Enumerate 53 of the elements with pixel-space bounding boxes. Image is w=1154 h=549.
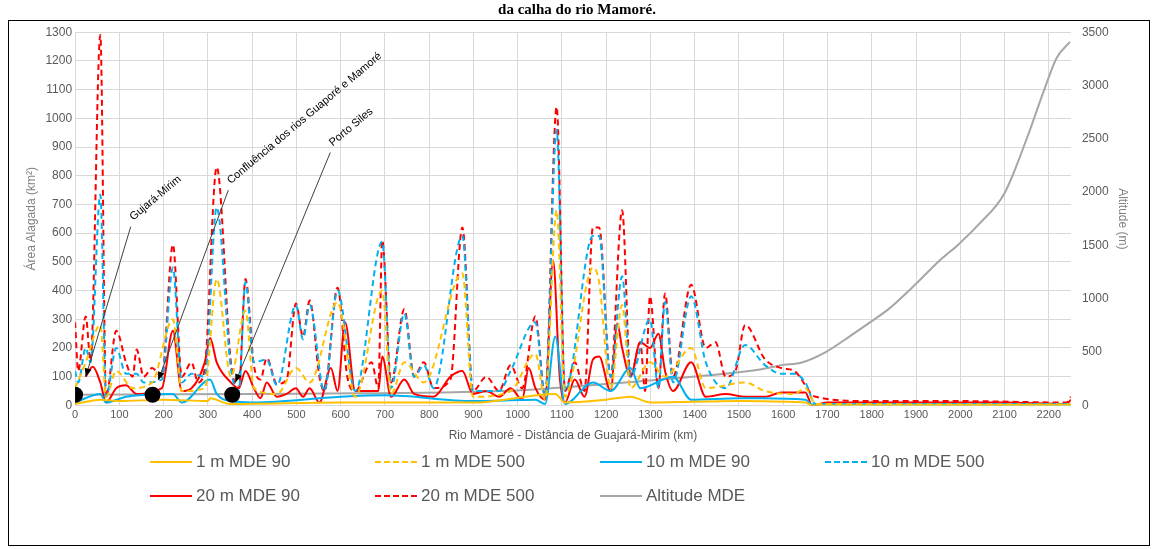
y2-tick-label: 2500 bbox=[1081, 131, 1109, 146]
x-tick-label: 1700 bbox=[815, 408, 840, 421]
y2-axis-title: Altitude (m) bbox=[1116, 188, 1131, 250]
legend-label: 10 m MDE 500 bbox=[871, 452, 985, 472]
x-tick-label: 1800 bbox=[859, 408, 884, 421]
x-tick-label: 800 bbox=[419, 408, 439, 421]
chart-title: da calha do rio Mamoré. bbox=[497, 0, 657, 18]
y-tick-label: 1300 bbox=[45, 24, 73, 39]
y2-tick-label: 500 bbox=[1081, 344, 1103, 359]
legend-label: 1 m MDE 90 bbox=[196, 452, 291, 472]
x-tick-label: 1600 bbox=[770, 408, 796, 421]
x-tick-label: 2100 bbox=[992, 408, 1017, 421]
y2-tick-label: 2000 bbox=[1081, 184, 1109, 199]
y-tick-label: 400 bbox=[52, 282, 73, 297]
x-tick-label: 1500 bbox=[726, 408, 752, 421]
y2-tick-label: 3500 bbox=[1081, 24, 1109, 39]
x-tick-label: 300 bbox=[198, 408, 218, 421]
x-tick-label: 600 bbox=[331, 408, 350, 421]
x-tick-label: 700 bbox=[375, 408, 395, 421]
y-tick-label: 1200 bbox=[45, 53, 73, 68]
x-tick-label: 400 bbox=[242, 408, 262, 421]
y-tick-label: 500 bbox=[52, 254, 73, 269]
y-tick-label: 800 bbox=[52, 168, 73, 183]
y-tick-label: 700 bbox=[52, 196, 73, 211]
y2-tick-label: 1500 bbox=[1081, 237, 1109, 252]
legend-label: 1 m MDE 500 bbox=[421, 452, 525, 472]
y-tick-label: 100 bbox=[52, 369, 73, 383]
legend-label: 20 m MDE 500 bbox=[421, 486, 535, 506]
y-tick-label: 900 bbox=[52, 139, 73, 154]
x-tick-label: 1400 bbox=[682, 408, 707, 421]
y2-tick-label: 1000 bbox=[1081, 291, 1109, 306]
x-tick-label: 100 bbox=[110, 408, 129, 421]
x-tick-label: 500 bbox=[287, 408, 306, 421]
y-axis-title: Área Alagada (km²) bbox=[22, 167, 38, 271]
x-tick-label: 2200 bbox=[1036, 408, 1062, 421]
y-tick-label: 300 bbox=[52, 311, 73, 326]
x-tick-label: 1200 bbox=[593, 408, 619, 421]
x-tick-label: 1900 bbox=[903, 408, 929, 421]
y-tick-label: 200 bbox=[52, 340, 73, 355]
legend-label: 10 m MDE 90 bbox=[646, 452, 750, 472]
y-tick-label: 1000 bbox=[45, 110, 73, 125]
y2-tick-label: 3000 bbox=[1081, 77, 1109, 92]
y-tick-label: 600 bbox=[52, 225, 73, 240]
x-tick-label: 900 bbox=[464, 408, 483, 421]
x-tick-label: 200 bbox=[154, 408, 173, 421]
legend-label: Altitude MDE bbox=[646, 486, 746, 506]
x-tick-label: 1000 bbox=[505, 408, 530, 421]
x-tick-label: 2000 bbox=[948, 408, 973, 421]
x-tick-label: 1300 bbox=[638, 408, 663, 421]
y-tick-label: 1100 bbox=[46, 81, 73, 96]
legend-label: 20 m MDE 90 bbox=[196, 486, 300, 506]
x-axis-title: Rio Mamoré - Distância de Guajará-Mirim (km) bbox=[448, 428, 698, 443]
x-tick-label: 1100 bbox=[550, 408, 574, 421]
